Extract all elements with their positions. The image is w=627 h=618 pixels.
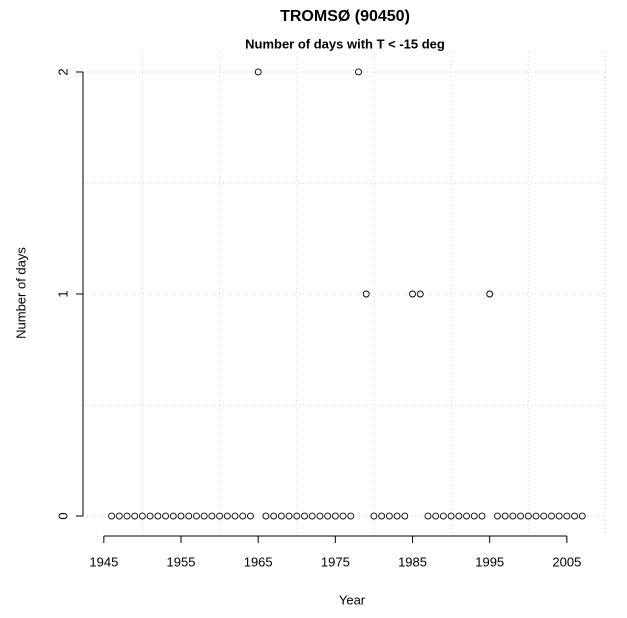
point	[131, 512, 139, 520]
point	[362, 290, 370, 298]
point	[247, 512, 254, 520]
y-tick-label: 0	[55, 512, 70, 519]
point	[478, 512, 486, 520]
point	[138, 512, 146, 520]
point	[385, 512, 393, 520]
x-tick-label: 1945	[89, 554, 118, 569]
point	[285, 512, 293, 520]
point	[192, 512, 200, 520]
point	[115, 512, 123, 520]
point	[571, 512, 579, 520]
point	[509, 512, 517, 520]
point	[154, 512, 162, 520]
point	[424, 512, 432, 520]
point	[547, 512, 555, 520]
x-tick-label: 2005	[552, 554, 581, 569]
y-tick-label: 1	[55, 290, 70, 297]
point	[200, 512, 208, 520]
chart-title: TROMSØ (90450)	[280, 8, 410, 25]
point	[517, 512, 525, 520]
point	[347, 512, 355, 520]
point	[463, 512, 470, 520]
point	[123, 512, 131, 520]
point	[301, 512, 308, 520]
point	[293, 512, 301, 520]
point	[524, 512, 532, 520]
point	[439, 512, 447, 520]
point	[355, 68, 362, 76]
point	[185, 512, 193, 520]
point	[532, 512, 540, 520]
point	[378, 512, 386, 520]
point	[324, 512, 332, 520]
point	[370, 512, 378, 520]
point	[493, 512, 501, 520]
point	[393, 512, 401, 520]
point	[270, 512, 278, 520]
point	[169, 512, 177, 520]
point	[416, 290, 424, 298]
point	[316, 512, 324, 520]
point	[563, 512, 571, 520]
x-tick-label: 1985	[398, 554, 427, 569]
point	[254, 68, 262, 76]
point	[432, 512, 440, 520]
point	[455, 512, 463, 520]
point	[540, 512, 548, 520]
point	[486, 290, 494, 298]
x-tick-label: 1955	[167, 554, 196, 569]
point	[231, 512, 239, 520]
point	[223, 512, 231, 520]
x-tick-label: 1995	[475, 554, 504, 569]
point	[262, 512, 270, 520]
point	[308, 512, 316, 520]
x-tick-label: 1965	[244, 554, 273, 569]
point	[177, 512, 185, 520]
point	[277, 512, 285, 520]
point	[470, 512, 478, 520]
point	[555, 512, 563, 520]
point	[146, 512, 154, 520]
point	[409, 290, 416, 298]
point	[501, 512, 509, 520]
point	[216, 512, 224, 520]
x-tick-label: 1975	[321, 554, 350, 569]
point	[401, 512, 409, 520]
point	[331, 512, 339, 520]
y-tick-label: 2	[55, 68, 70, 75]
point	[239, 512, 247, 520]
point	[162, 512, 170, 520]
x-axis-label: Year	[339, 592, 366, 607]
point	[339, 512, 347, 520]
point	[208, 512, 216, 520]
point	[108, 512, 116, 520]
chart-subtitle: Number of days with T < -15 deg	[245, 36, 445, 51]
y-axis-label: Number of days	[13, 247, 28, 339]
point	[578, 512, 586, 520]
point	[447, 512, 455, 520]
